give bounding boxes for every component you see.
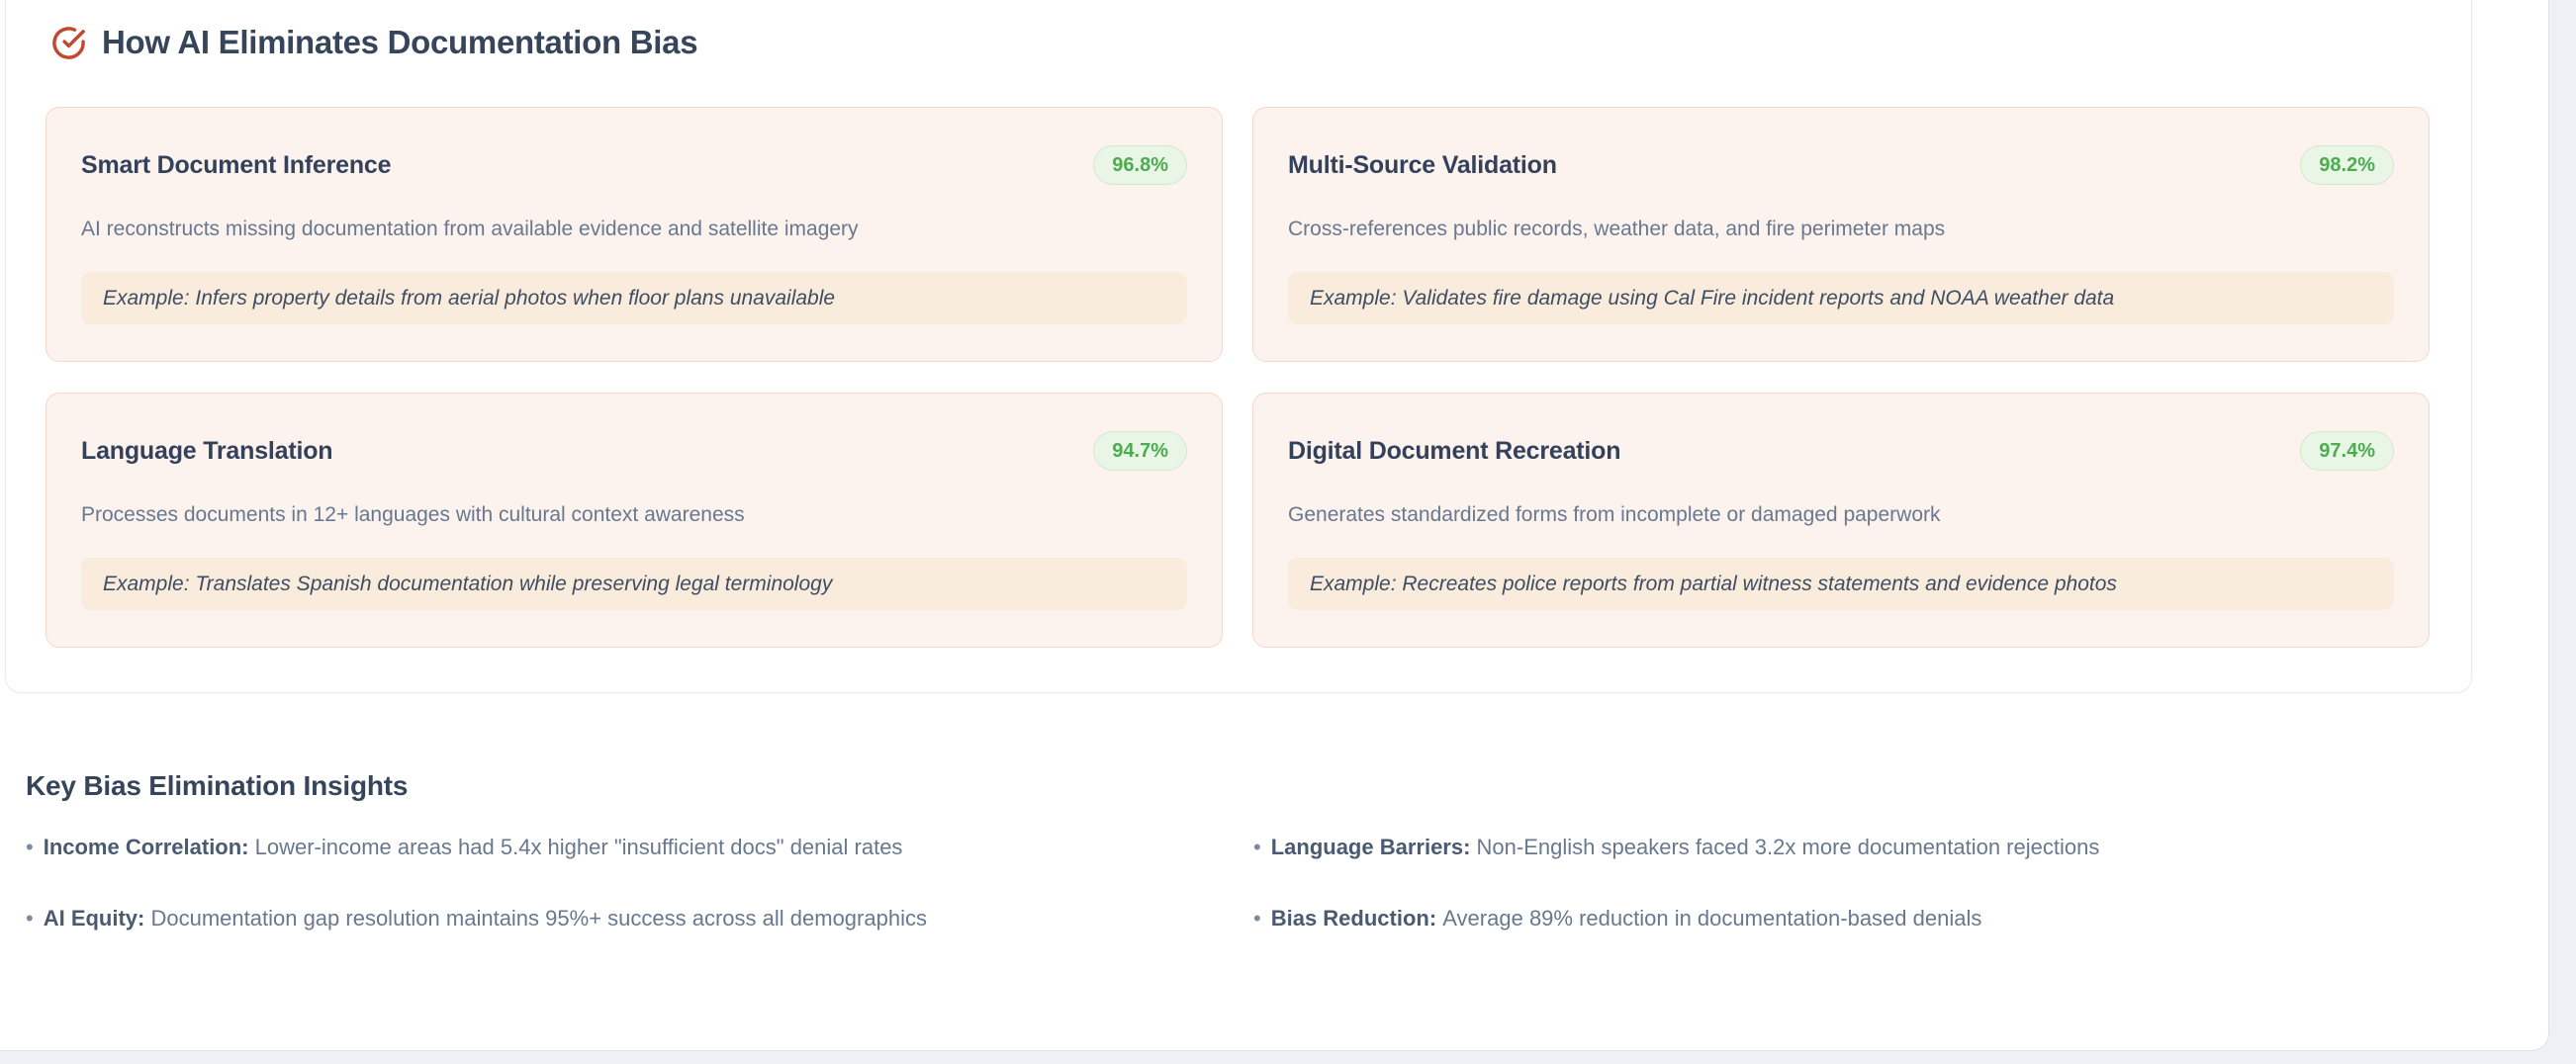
capability-example: Example: Recreates police reports from p…: [1288, 558, 2394, 611]
insight-text: Non-English speakers faced 3.2x more doc…: [1476, 835, 2100, 859]
capability-card-header: Digital Document Recreation 97.4%: [1288, 431, 2394, 471]
insights-grid: • Income Correlation: Lower-income areas …: [26, 834, 2469, 931]
capability-description: Processes documents in 12+ languages wit…: [81, 503, 745, 526]
bias-panel: How AI Eliminates Documentation Bias Sma…: [5, 0, 2472, 693]
insights-section: Key Bias Elimination Insights • Income Co…: [26, 770, 2469, 931]
capability-description: Cross-references public records, weather…: [1288, 218, 1946, 240]
bullet-icon: •: [26, 835, 34, 859]
insight-item-ai-equity: • AI Equity: Documentation gap resolution…: [26, 905, 1253, 932]
insight-text: Average 89% reduction in documentation-b…: [1442, 905, 1982, 931]
capability-cards-grid: Smart Document Inference 96.8% AI recons…: [6, 61, 2471, 648]
bullet-icon: •: [1253, 905, 1261, 931]
capability-title: Multi-Source Validation: [1288, 150, 1557, 179]
accuracy-badge: 98.2%: [2300, 145, 2394, 185]
insight-text: Documentation gap resolution maintains 9…: [150, 905, 927, 931]
insight-item-language-barriers: • Language Barriers: Non-English speakers…: [1253, 834, 2469, 861]
insight-text: Lower-income areas had 5.4x higher "insu…: [254, 835, 903, 859]
capability-title: Language Translation: [81, 436, 333, 465]
capability-title: Digital Document Recreation: [1288, 436, 1621, 465]
capability-title: Smart Document Inference: [81, 150, 392, 179]
page-card: How AI Eliminates Documentation Bias Sma…: [0, 0, 2549, 1051]
capability-card-language-translation: Language Translation 94.7% Processes doc…: [46, 393, 1223, 648]
insight-item-income-correlation: • Income Correlation: Lower-income areas …: [26, 834, 1253, 861]
capability-example: Example: Infers property details from ae…: [81, 272, 1187, 325]
accuracy-badge: 94.7%: [1093, 431, 1187, 471]
capability-card-header: Language Translation 94.7%: [81, 431, 1187, 471]
capability-example: Example: Validates fire damage using Cal…: [1288, 272, 2394, 325]
accuracy-badge: 96.8%: [1093, 145, 1187, 185]
insight-item-bias-reduction: • Bias Reduction: Average 89% reduction i…: [1253, 905, 2469, 932]
insight-label: Income Correlation:: [43, 835, 255, 859]
capability-card-multi-source-validation: Multi-Source Validation 98.2% Cross-refe…: [1252, 107, 2430, 362]
capability-card-smart-document-inference: Smart Document Inference 96.8% AI recons…: [46, 107, 1223, 362]
insights-title: Key Bias Elimination Insights: [26, 770, 409, 801]
accuracy-badge: 97.4%: [2300, 431, 2394, 471]
check-circle-icon: [52, 26, 85, 59]
capability-card-header: Multi-Source Validation 98.2%: [1288, 145, 2394, 185]
panel-title: How AI Eliminates Documentation Bias: [102, 24, 698, 60]
insight-label: AI Equity:: [43, 905, 151, 931]
capability-card-digital-document-recreation: Digital Document Recreation 97.4% Genera…: [1252, 393, 2430, 648]
bullet-icon: •: [1253, 835, 1261, 859]
capability-description: AI reconstructs missing documentation fr…: [81, 218, 859, 240]
insight-label: Language Barriers:: [1270, 835, 1477, 859]
capability-example: Example: Translates Spanish documentatio…: [81, 558, 1187, 611]
capability-description: Generates standardized forms from incomp…: [1288, 503, 1941, 526]
panel-header: How AI Eliminates Documentation Bias: [6, 0, 2471, 61]
insight-label: Bias Reduction:: [1270, 905, 1443, 931]
bullet-icon: •: [26, 905, 34, 931]
capability-card-header: Smart Document Inference 96.8%: [81, 145, 1187, 185]
